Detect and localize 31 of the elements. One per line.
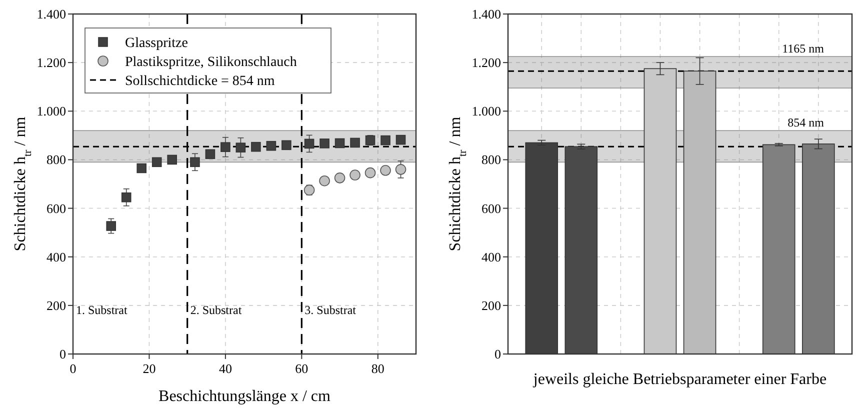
y-tick-label: 1.000 <box>472 104 501 119</box>
y-tick-label: 1.400 <box>472 6 501 22</box>
annotation: 3. Substrat <box>304 303 357 317</box>
x-axis-title: Beschichtungslänge x / cm <box>158 388 332 405</box>
y-tick-label: 1.000 <box>36 104 66 119</box>
y-tick-label: 0 <box>60 346 66 362</box>
y-tick-label: 800 <box>46 152 66 168</box>
y-tick-label: 0 <box>494 346 501 362</box>
y-tick-label: 1.200 <box>472 55 501 70</box>
annotation: 2. Substrat <box>190 303 242 317</box>
x-tick-label: 0 <box>70 361 76 376</box>
x-tick-label: 20 <box>142 361 156 376</box>
legend-label: Plastikspritze, Silikonschlauch <box>125 55 297 70</box>
y-tick-label: 600 <box>482 200 501 216</box>
y-tick-label: 1.200 <box>36 55 66 70</box>
annotation: 1. Substrat <box>76 303 128 317</box>
y-tick-label: 200 <box>46 298 66 313</box>
x-tick-label: 60 <box>295 361 308 376</box>
y-tick-label: 200 <box>482 298 501 313</box>
y-tick-label: 400 <box>46 249 66 264</box>
legend-label: Sollschichtdicke = 854 nm <box>125 74 275 89</box>
y-tick-label: 400 <box>482 249 501 264</box>
ref-line-label: 854 nm <box>788 116 825 130</box>
legend-label: Glasspritze <box>125 36 188 51</box>
y-tick-label: 800 <box>482 152 501 168</box>
ref-line-label: 1165 nm <box>782 42 825 56</box>
x-tick-label: 80 <box>371 361 384 376</box>
x-tick-label: 40 <box>218 361 232 376</box>
x-axis-title: jeweils gleiche Betriebsparameter einer Farbe <box>532 371 827 388</box>
y-tick-label: 1.400 <box>36 6 66 22</box>
y-tick-label: 600 <box>46 200 66 216</box>
